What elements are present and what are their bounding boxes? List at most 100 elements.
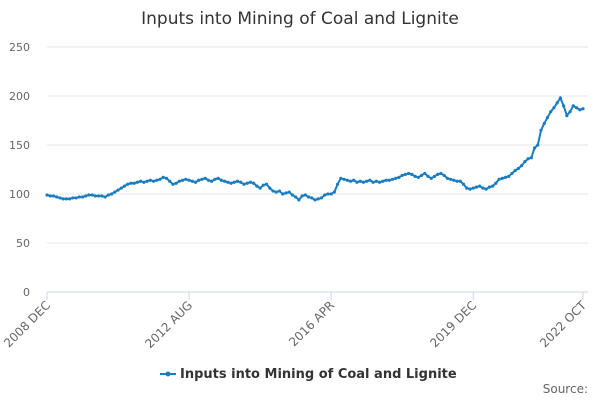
point	[571, 104, 575, 108]
point	[442, 173, 446, 177]
point	[549, 110, 553, 114]
point	[164, 176, 169, 180]
legend-label: Inputs into Mining of Coal and Lignite	[180, 367, 457, 382]
point	[513, 168, 517, 173]
point	[239, 180, 243, 184]
x-tick-label: 2012 AUG	[142, 298, 195, 351]
point	[468, 187, 472, 191]
point	[449, 177, 453, 181]
point	[129, 181, 133, 185]
point	[313, 198, 317, 202]
chart-title: Inputs into Mining of Coal and Lignite	[141, 9, 459, 29]
point	[487, 185, 491, 189]
point	[387, 178, 391, 182]
point	[377, 180, 382, 184]
legend-marker	[165, 371, 171, 377]
point	[287, 190, 291, 194]
point	[326, 192, 330, 196]
point	[552, 106, 556, 110]
point	[471, 186, 475, 190]
y-tick-label: 250	[9, 41, 30, 54]
y-tick-label: 50	[16, 237, 30, 250]
point	[390, 177, 395, 181]
point	[461, 182, 466, 186]
y-tick-label: 0	[23, 286, 30, 299]
point	[184, 177, 188, 181]
point	[384, 178, 388, 182]
point	[436, 172, 440, 176]
point	[277, 189, 282, 193]
point	[242, 182, 246, 186]
point	[135, 180, 140, 184]
point	[545, 115, 550, 120]
point	[371, 180, 375, 184]
source: Source:	[543, 382, 588, 396]
point	[119, 186, 123, 190]
point	[158, 177, 162, 181]
point	[500, 176, 504, 180]
point	[303, 193, 307, 197]
point	[336, 182, 340, 186]
point	[245, 181, 249, 185]
point	[497, 177, 501, 181]
point	[216, 176, 220, 180]
point	[64, 197, 68, 201]
point	[252, 181, 256, 185]
point	[532, 146, 537, 150]
point	[574, 106, 579, 110]
point	[258, 186, 262, 190]
x-tick-label: 2022 OCT	[537, 298, 589, 350]
point	[297, 198, 301, 202]
point	[197, 178, 201, 182]
point	[555, 101, 559, 105]
point	[403, 172, 408, 176]
point	[374, 179, 378, 183]
point	[48, 194, 52, 198]
point	[494, 181, 498, 185]
point	[339, 176, 343, 180]
point	[226, 180, 230, 184]
point	[174, 181, 178, 185]
point	[51, 194, 56, 198]
point	[445, 176, 449, 180]
point	[248, 180, 253, 184]
point	[235, 179, 240, 183]
point	[300, 194, 304, 198]
point	[284, 191, 288, 195]
point	[423, 171, 427, 176]
point	[90, 193, 94, 197]
point	[526, 157, 530, 161]
point	[484, 187, 488, 191]
point	[132, 181, 136, 185]
point	[478, 184, 482, 188]
point	[84, 194, 88, 198]
point	[397, 175, 401, 179]
point	[416, 175, 420, 179]
point	[168, 179, 172, 183]
point	[274, 190, 278, 194]
point	[455, 179, 459, 183]
point	[45, 193, 49, 197]
point	[562, 104, 566, 108]
point	[323, 193, 327, 197]
point	[536, 143, 540, 147]
point	[100, 194, 104, 198]
point	[348, 179, 353, 183]
point	[109, 192, 114, 196]
point	[581, 107, 585, 111]
point	[310, 196, 314, 200]
point	[213, 177, 217, 181]
y-tick-label: 100	[9, 188, 30, 201]
point	[407, 171, 411, 176]
y-tick-label: 150	[9, 139, 30, 152]
point	[103, 195, 107, 199]
point	[97, 194, 101, 198]
point	[432, 174, 437, 178]
point	[358, 179, 362, 183]
point	[352, 178, 356, 182]
point	[452, 178, 456, 182]
point	[542, 121, 546, 126]
point	[345, 178, 349, 182]
point	[565, 114, 569, 118]
